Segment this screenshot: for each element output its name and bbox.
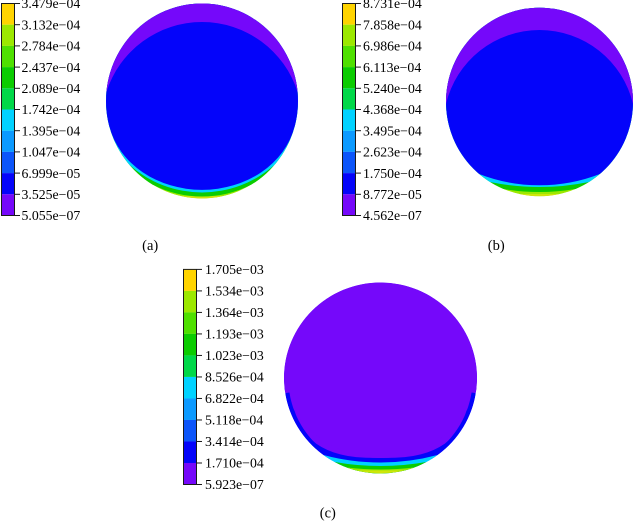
- svg-text:6.113e−04: 6.113e−04: [363, 60, 421, 75]
- svg-text:8.731e−04: 8.731e−04: [363, 0, 422, 11]
- svg-text:1.534e−03: 1.534e−03: [205, 284, 264, 299]
- svg-text:5.923e−07: 5.923e−07: [205, 477, 264, 492]
- svg-text:3.414e−04: 3.414e−04: [205, 434, 264, 449]
- svg-text:4.562e−07: 4.562e−07: [363, 208, 422, 223]
- svg-text:3.495e−04: 3.495e−04: [363, 123, 422, 138]
- svg-text:4.368e−04: 4.368e−04: [363, 102, 422, 117]
- svg-text:3.132e−04: 3.132e−04: [22, 17, 81, 32]
- svg-text:5.240e−04: 5.240e−04: [363, 81, 422, 96]
- svg-text:1.742e−04: 1.742e−04: [22, 102, 81, 117]
- svg-text:5.055e−07: 5.055e−07: [22, 208, 81, 223]
- svg-text:7.858e−04: 7.858e−04: [363, 17, 422, 32]
- svg-text:1.364e−03: 1.364e−03: [205, 305, 264, 320]
- svg-text:(b): (b): [488, 238, 505, 254]
- svg-text:5.118e−04: 5.118e−04: [205, 413, 263, 428]
- svg-text:1.710e−04: 1.710e−04: [205, 456, 264, 471]
- svg-text:6.999e−05: 6.999e−05: [22, 166, 81, 181]
- svg-text:3.479e−04: 3.479e−04: [22, 0, 81, 11]
- svg-text:1.047e−04: 1.047e−04: [22, 145, 81, 160]
- svg-text:2.437e−04: 2.437e−04: [22, 60, 81, 75]
- svg-text:2.784e−04: 2.784e−04: [22, 39, 81, 54]
- svg-text:(c): (c): [320, 506, 336, 521]
- svg-text:2.089e−04: 2.089e−04: [22, 81, 81, 96]
- svg-text:6.986e−04: 6.986e−04: [363, 39, 422, 54]
- svg-text:1.705e−03: 1.705e−03: [205, 262, 264, 277]
- svg-text:1.395e−04: 1.395e−04: [22, 123, 81, 138]
- svg-text:(a): (a): [142, 238, 158, 254]
- svg-text:1.193e−03: 1.193e−03: [205, 327, 264, 342]
- svg-text:8.772e−05: 8.772e−05: [363, 187, 422, 202]
- svg-text:1.023e−03: 1.023e−03: [205, 348, 264, 363]
- svg-text:8.526e−04: 8.526e−04: [205, 370, 264, 385]
- svg-text:1.750e−04: 1.750e−04: [363, 166, 422, 181]
- svg-text:2.623e−04: 2.623e−04: [363, 145, 422, 160]
- svg-text:6.822e−04: 6.822e−04: [205, 391, 264, 406]
- svg-text:3.525e−05: 3.525e−05: [22, 187, 81, 202]
